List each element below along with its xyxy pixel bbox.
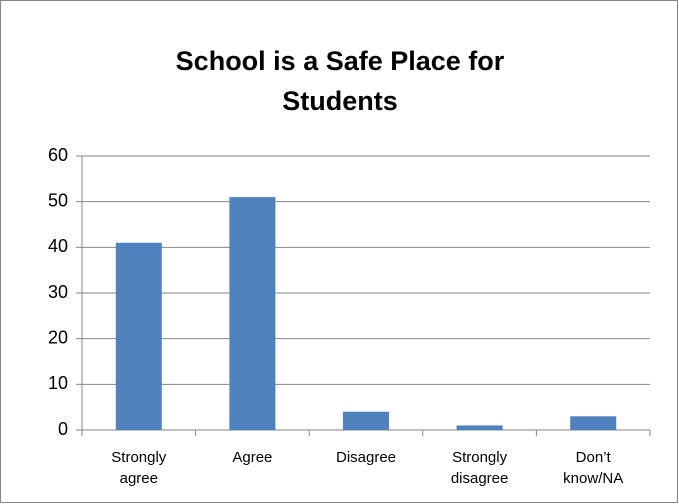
bar <box>115 242 162 430</box>
x-tick-label: Strongly disagree <box>451 449 509 487</box>
x-tick-label: Agree <box>232 449 272 466</box>
bar <box>343 411 389 430</box>
chart-title: School is a Safe Place for Students <box>176 46 505 116</box>
y-tick-label: 10 <box>48 373 68 393</box>
y-tick-label: 40 <box>48 236 68 256</box>
bar <box>456 425 503 430</box>
y-tick-label: 20 <box>48 327 68 347</box>
x-tick-label: Don’t know/NA <box>563 449 623 487</box>
y-tick-label: 0 <box>58 419 68 439</box>
y-tick-label: 60 <box>48 145 68 165</box>
x-tick-label: Disagree <box>336 449 396 466</box>
bar <box>229 197 276 430</box>
x-tick-label: Strongly agree <box>111 449 167 487</box>
bar <box>570 416 617 430</box>
y-tick-label: 50 <box>48 190 68 210</box>
y-tick-label: 30 <box>48 282 68 302</box>
